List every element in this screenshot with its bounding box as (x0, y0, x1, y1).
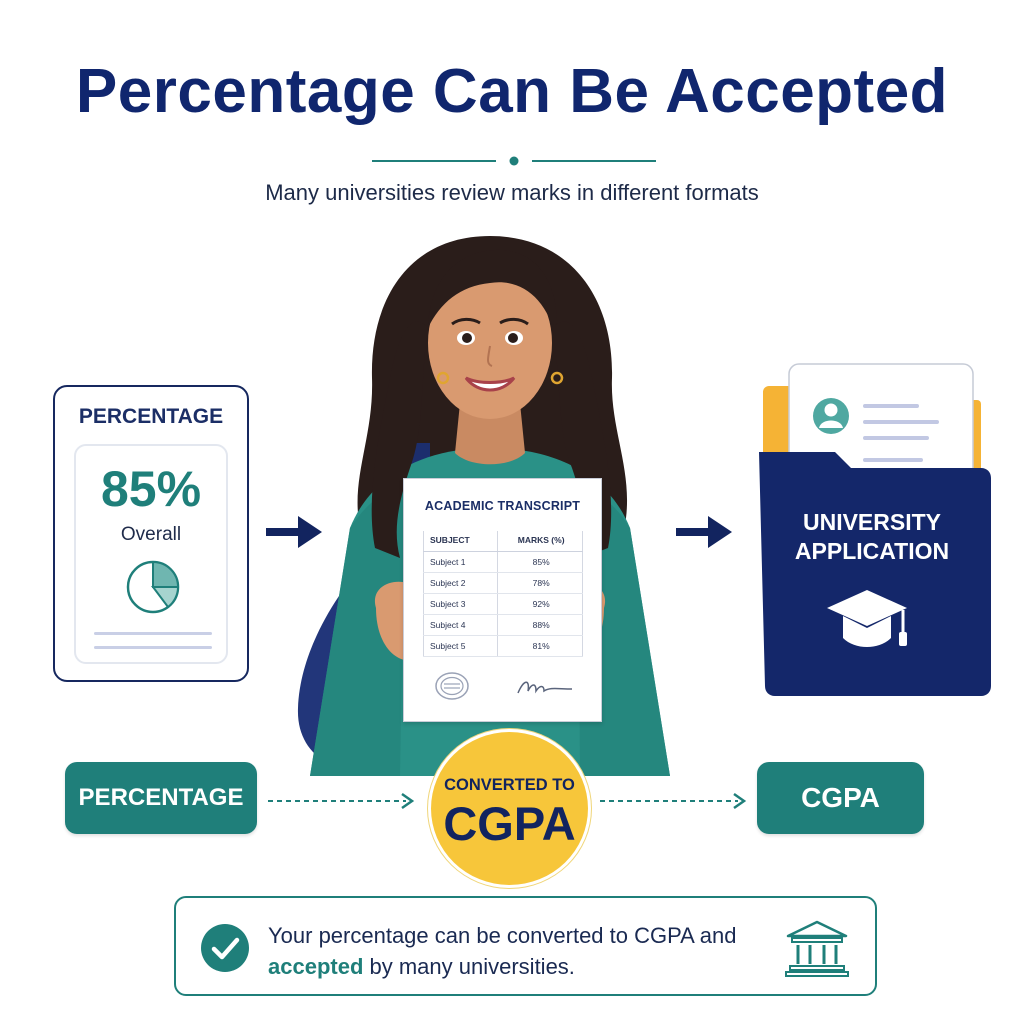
table-row: Subject 3 92% (423, 593, 583, 615)
marks-cell: 92% (497, 593, 583, 615)
note-accent: accepted (268, 954, 364, 979)
marks-cell: 85% (497, 551, 583, 573)
note-text-part1: Your percentage can be converted to CGPA… (268, 923, 737, 948)
table-row: Subject 2 78% (423, 572, 583, 594)
column-header-subject: SUBJECT (423, 531, 498, 552)
percentage-value: 85% (100, 461, 202, 517)
dashed-arrow-icon (268, 792, 415, 810)
subject-cell: Subject 5 (423, 635, 498, 657)
arrow-right-icon (266, 516, 322, 548)
cgpa-box: CGPA (757, 762, 924, 834)
note-text: Your percentage can be converted to CGPA… (268, 920, 788, 982)
percentage-card-title: PERCENTAGE (78, 405, 224, 428)
application-label-line2: APPLICATION (794, 538, 950, 564)
converted-label: CONVERTED TO (444, 776, 575, 794)
marks-cell: 81% (497, 635, 583, 657)
check-icon (201, 924, 249, 972)
application-label: UNIVERSITY APPLICATION (755, 508, 989, 566)
table-row: Subject 1 85% (423, 551, 583, 573)
subject-cell: Subject 1 (423, 551, 498, 573)
subject-cell: Subject 4 (423, 614, 498, 636)
percentage-box: PERCENTAGE (65, 762, 257, 834)
dashed-arrow-icon (600, 792, 747, 810)
converted-badge: CONVERTED TO CGPA (428, 729, 591, 888)
table-row: Subject 4 88% (423, 614, 583, 636)
pie-chart-icon (126, 560, 180, 614)
page-title: Percentage Can Be Accepted (75, 57, 949, 126)
subject-cell: Subject 2 (423, 572, 498, 594)
arrow-right-icon (676, 516, 732, 548)
academic-transcript: ACADEMIC TRANSCRIPT SUBJECT MARKS (%) Su… (403, 478, 602, 722)
column-header-marks: MARKS (%) (497, 531, 583, 552)
transcript-table: SUBJECT MARKS (%) Subject 1 85% Subject … (423, 531, 583, 657)
percentage-caption: Overall (120, 524, 182, 545)
info-note: Your percentage can be converted to CGPA… (174, 896, 877, 996)
placeholder-line (94, 632, 212, 635)
percentage-inner-card: 85% Overall (74, 444, 228, 664)
marks-cell: 88% (497, 614, 583, 636)
table-row: Subject 5 81% (423, 635, 583, 657)
university-application-folder (759, 363, 991, 696)
placeholder-line (94, 646, 212, 649)
signature-icon (517, 681, 573, 694)
page-subtitle: Many universities review marks in differ… (265, 180, 759, 205)
percentage-card: PERCENTAGE 85% Overall (53, 385, 249, 682)
application-label-line1: UNIVERSITY (802, 509, 942, 535)
note-text-part2: by many universities. (363, 954, 575, 979)
table-header-row: SUBJECT MARKS (%) (423, 531, 583, 552)
seal-icon (435, 672, 469, 700)
transcript-title: ACADEMIC TRANSCRIPT (424, 499, 581, 513)
graduation-cap-icon (827, 590, 907, 647)
converted-cgpa: CGPA (443, 797, 576, 850)
subject-cell: Subject 3 (423, 593, 498, 615)
title-divider (372, 156, 656, 166)
university-building-icon (785, 920, 849, 977)
marks-cell: 78% (497, 572, 583, 594)
